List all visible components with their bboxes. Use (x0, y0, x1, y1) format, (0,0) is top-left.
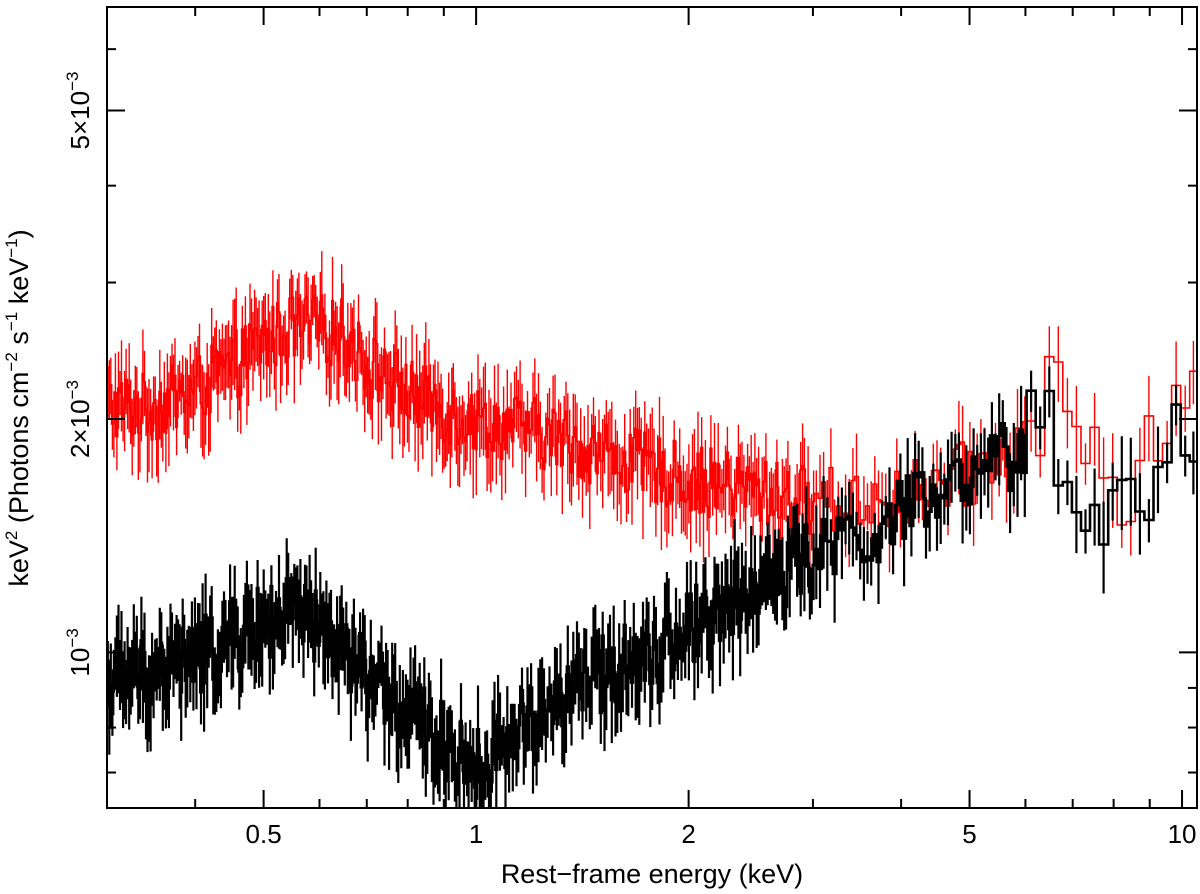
y-tick-label: 2×10−3 (63, 380, 95, 458)
spectrum-line-1 (107, 389, 1197, 800)
y-axis-title-base: keV (4, 540, 34, 587)
y-tick-label: 10−3 (63, 628, 95, 676)
y-tick-mant: 2×10 (65, 399, 95, 458)
y-tick-mant: 5×10 (65, 91, 95, 150)
y-axis-title-sup1: 2 (2, 531, 21, 540)
y-axis-title-mid3: keV (4, 258, 34, 312)
spectrum-series-1 (106, 366, 1197, 808)
x-tick-label: 0.5 (246, 819, 282, 849)
y-tick-mant: 10 (65, 648, 95, 677)
x-tick-label: 2 (681, 819, 695, 849)
plot-frame (106, 6, 1198, 809)
x-tick-label: 10 (1168, 819, 1197, 849)
x-axis-title: Rest−frame energy (keV) (501, 859, 803, 889)
x-tick-label: 5 (962, 819, 976, 849)
series-layer (106, 251, 1197, 808)
y-tick-label: 5×10−3 (63, 72, 95, 150)
spectrum-line-0 (107, 294, 1197, 535)
y-axis-title-sup4: −1 (2, 238, 21, 257)
y-tick-exp: −3 (63, 628, 82, 647)
y-axis-title-sup2: −2 (2, 352, 21, 371)
y-tick-exp: −3 (63, 72, 82, 91)
y-axis-title-sup3: −1 (2, 312, 21, 331)
y-axis-title-mid1: (Photons cm (4, 372, 34, 531)
y-axis-title: keV2 (Photons cm−2 s−1 keV−1) (2, 229, 34, 586)
y-tick-exp: −3 (63, 380, 82, 399)
y-axis-title-mid2: s (4, 331, 34, 352)
y-axis-title-end: ) (4, 229, 34, 238)
x-tick-label: 1 (469, 819, 483, 849)
